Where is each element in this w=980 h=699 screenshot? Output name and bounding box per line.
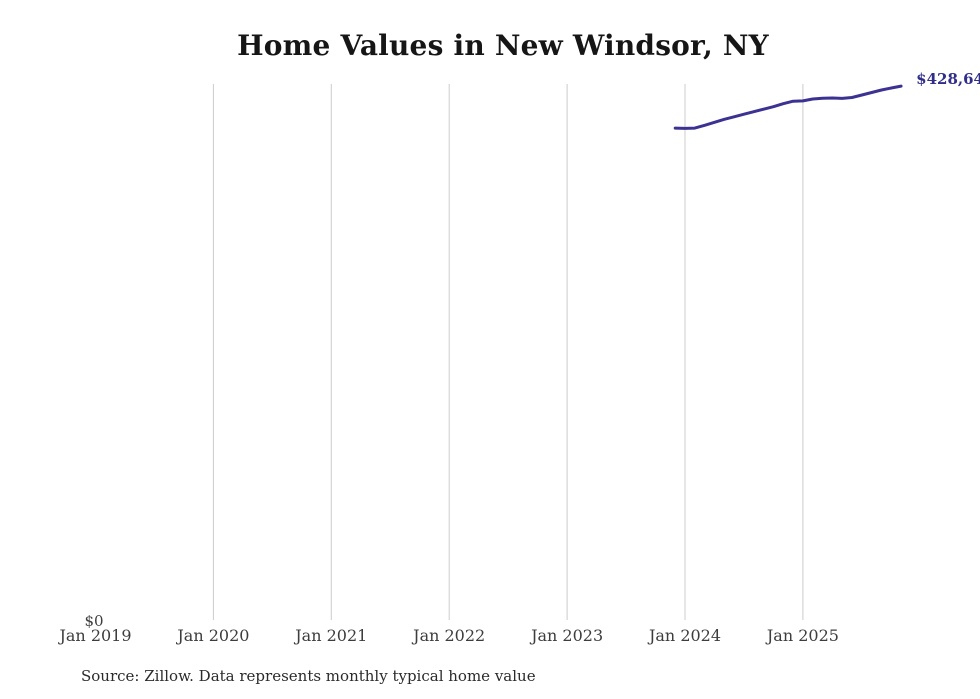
- x-tick-label: Jan 2021: [295, 626, 368, 645]
- home-value-line: [673, 84, 903, 130]
- source-note: Source: Zillow. Data represents monthly …: [81, 667, 536, 685]
- x-tick-label: Jan 2020: [177, 626, 250, 645]
- latest-value-label: $428,644: [916, 70, 980, 89]
- gridlines: [212, 84, 804, 620]
- x-tick-label: Jan 2019: [59, 626, 132, 645]
- x-tick-label: Jan 2023: [531, 626, 604, 645]
- x-tick-label: Jan 2024: [648, 626, 722, 645]
- y-axis-zero-label: $0: [84, 612, 104, 630]
- chart-title: Home Values in New Windsor, NY: [237, 29, 769, 62]
- x-tick-label: Jan 2022: [413, 626, 486, 645]
- x-tick-label: Jan 2025: [766, 626, 839, 645]
